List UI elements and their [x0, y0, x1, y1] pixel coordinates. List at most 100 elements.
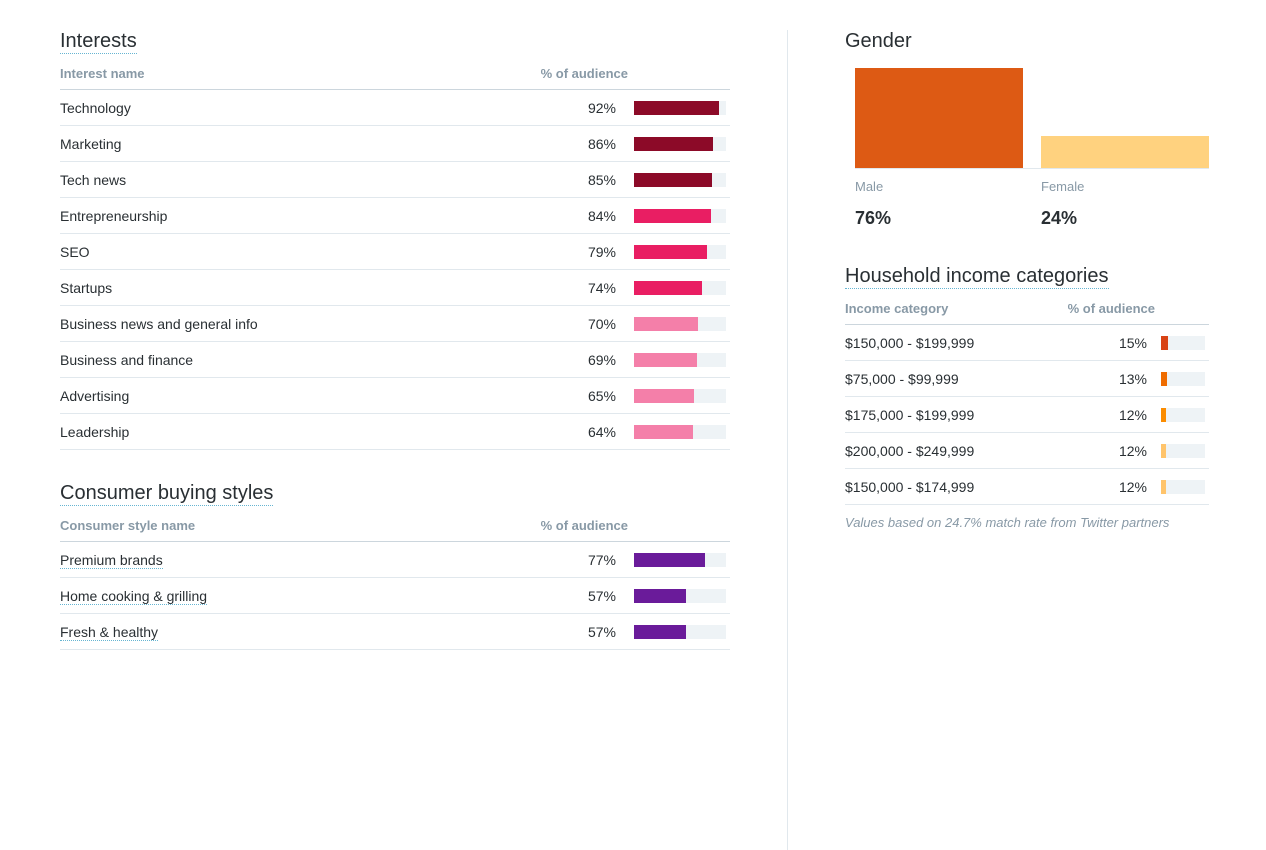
row-bar — [1161, 372, 1209, 386]
row-bar — [1161, 408, 1209, 422]
interests-header: Interest name % of audience — [60, 66, 730, 90]
consumer-header: Consumer style name % of audience — [60, 518, 730, 542]
table-row: Fresh & healthy57% — [60, 614, 730, 650]
income-col-pct: % of audience — [1051, 301, 1161, 316]
row-pct: 13% — [1051, 371, 1161, 387]
gender-chart — [855, 69, 1209, 169]
gender-pct: 24% — [1041, 208, 1209, 229]
row-pct: 15% — [1051, 335, 1161, 351]
row-name: Advertising — [60, 388, 534, 404]
table-row: Tech news85% — [60, 162, 730, 198]
consumer-col-pct: % of audience — [534, 518, 634, 533]
row-pct: 74% — [534, 280, 634, 296]
row-name[interactable]: Fresh & healthy — [60, 624, 534, 640]
row-pct: 12% — [1051, 443, 1161, 459]
row-pct: 12% — [1051, 479, 1161, 495]
gender-pct: 76% — [855, 208, 1023, 229]
table-row: Startups74% — [60, 270, 730, 306]
table-row: Entrepreneurship84% — [60, 198, 730, 234]
table-row: Business and finance69% — [60, 342, 730, 378]
row-pct: 69% — [534, 352, 634, 368]
table-row: Premium brands77% — [60, 542, 730, 578]
interests-table: Interest name % of audience Technology92… — [60, 66, 730, 450]
table-row: $150,000 - $174,99912% — [845, 469, 1209, 505]
table-row: Technology92% — [60, 90, 730, 126]
table-row: Leadership64% — [60, 414, 730, 450]
row-bar — [634, 101, 730, 115]
table-row: SEO79% — [60, 234, 730, 270]
gender-bar — [1041, 136, 1209, 168]
row-name: SEO — [60, 244, 534, 260]
row-bar — [1161, 480, 1209, 494]
row-bar — [1161, 336, 1209, 350]
row-pct: 92% — [534, 100, 634, 116]
row-name[interactable]: Home cooking & grilling — [60, 588, 534, 604]
row-bar — [634, 553, 730, 567]
interests-col-pct: % of audience — [534, 66, 634, 81]
row-name: Marketing — [60, 136, 534, 152]
row-bar — [634, 137, 730, 151]
table-row: $175,000 - $199,99912% — [845, 397, 1209, 433]
income-table: Income category % of audience $150,000 -… — [845, 301, 1209, 505]
table-row: $200,000 - $249,99912% — [845, 433, 1209, 469]
interests-title[interactable]: Interests — [60, 30, 137, 54]
row-bar — [634, 245, 730, 259]
row-name: Business news and general info — [60, 316, 534, 332]
income-section: Household income categories Income categ… — [845, 265, 1209, 530]
row-name: Leadership — [60, 424, 534, 440]
income-header: Income category % of audience — [845, 301, 1209, 325]
row-name: Business and finance — [60, 352, 534, 368]
row-bar — [1161, 444, 1209, 458]
row-name: $150,000 - $199,999 — [845, 335, 1051, 351]
gender-labels: Male 76% Female 24% — [855, 179, 1209, 229]
table-row: Marketing86% — [60, 126, 730, 162]
income-col-name: Income category — [845, 301, 1051, 316]
table-row: $150,000 - $199,99915% — [845, 325, 1209, 361]
row-pct: 57% — [534, 624, 634, 640]
row-pct: 70% — [534, 316, 634, 332]
row-bar — [634, 317, 730, 331]
row-name: Technology — [60, 100, 534, 116]
consumer-title[interactable]: Consumer buying styles — [60, 482, 273, 506]
interests-col-name: Interest name — [60, 66, 534, 81]
row-bar — [634, 425, 730, 439]
gender-label: Female — [1041, 179, 1209, 194]
row-pct: 84% — [534, 208, 634, 224]
row-bar — [634, 589, 730, 603]
interests-section: Interests Interest name % of audience Te… — [60, 30, 730, 450]
row-bar — [634, 209, 730, 223]
row-name: $200,000 - $249,999 — [845, 443, 1051, 459]
gender-bar — [855, 68, 1023, 168]
row-name: Entrepreneurship — [60, 208, 534, 224]
gender-section: Gender Male 76% Female 24% — [845, 30, 1209, 229]
row-pct: 77% — [534, 552, 634, 568]
row-name: Tech news — [60, 172, 534, 188]
row-pct: 65% — [534, 388, 634, 404]
row-pct: 57% — [534, 588, 634, 604]
row-pct: 85% — [534, 172, 634, 188]
row-bar — [634, 353, 730, 367]
row-pct: 64% — [534, 424, 634, 440]
row-bar — [634, 281, 730, 295]
table-row: Advertising65% — [60, 378, 730, 414]
row-name[interactable]: Premium brands — [60, 552, 534, 568]
row-bar — [634, 625, 730, 639]
gender-title: Gender — [845, 30, 912, 53]
table-row: Business news and general info70% — [60, 306, 730, 342]
consumer-col-name: Consumer style name — [60, 518, 534, 533]
row-pct: 12% — [1051, 407, 1161, 423]
table-row: Home cooking & grilling57% — [60, 578, 730, 614]
row-name: $175,000 - $199,999 — [845, 407, 1051, 423]
row-pct: 79% — [534, 244, 634, 260]
row-bar — [634, 389, 730, 403]
row-name: Startups — [60, 280, 534, 296]
row-name: $150,000 - $174,999 — [845, 479, 1051, 495]
row-bar — [634, 173, 730, 187]
row-pct: 86% — [534, 136, 634, 152]
income-title[interactable]: Household income categories — [845, 265, 1109, 289]
consumer-section: Consumer buying styles Consumer style na… — [60, 482, 730, 650]
gender-label: Male — [855, 179, 1023, 194]
row-name: $75,000 - $99,999 — [845, 371, 1051, 387]
income-footnote: Values based on 24.7% match rate from Tw… — [845, 515, 1209, 530]
consumer-table: Consumer style name % of audience Premiu… — [60, 518, 730, 650]
